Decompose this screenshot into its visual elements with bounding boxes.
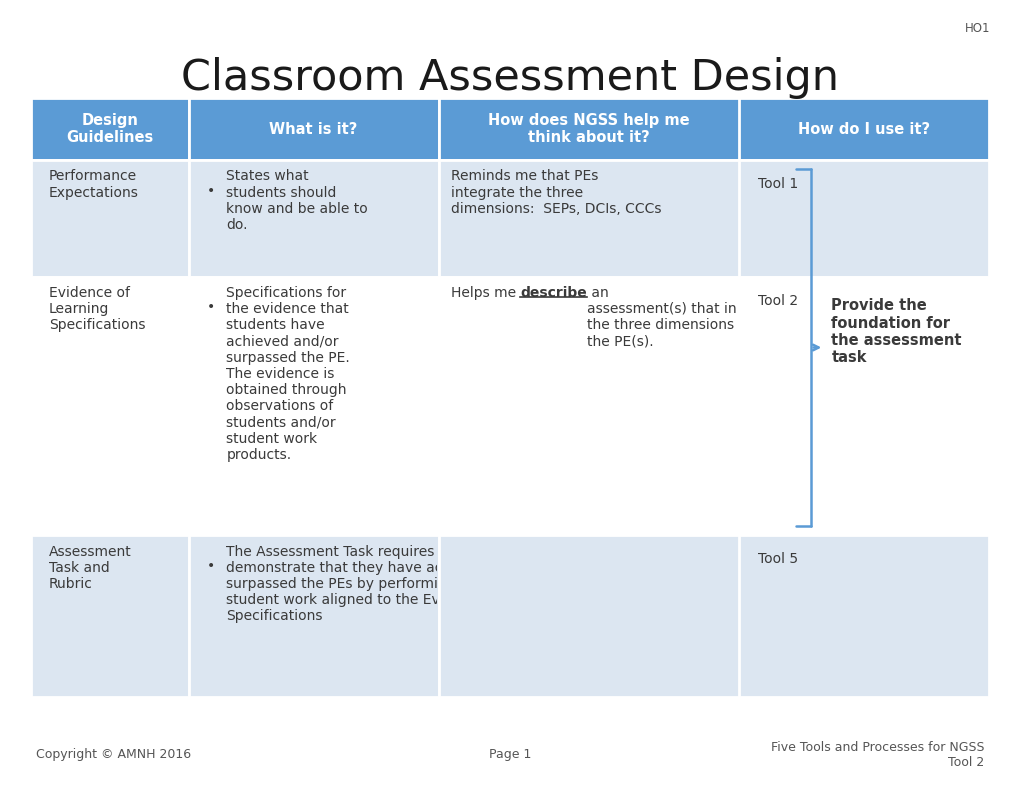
Bar bbox=[739, 98, 988, 160]
Text: The Assessment Task requires students to
demonstrate that they have achieved and: The Assessment Task requires students to… bbox=[226, 545, 569, 623]
Bar bbox=[739, 160, 988, 277]
Text: •: • bbox=[207, 559, 215, 573]
Bar bbox=[189, 277, 438, 535]
Text: Classroom Assessment Design: Classroom Assessment Design bbox=[180, 57, 839, 98]
Text: Helps me: Helps me bbox=[450, 286, 520, 300]
Text: Performance
Expectations: Performance Expectations bbox=[49, 169, 139, 199]
Text: an
assessment(s) that integrates
the three dimensions within
the PE(s).: an assessment(s) that integrates the thr… bbox=[587, 286, 795, 348]
Bar bbox=[438, 160, 739, 277]
Text: How do I use it?: How do I use it? bbox=[798, 121, 929, 137]
Bar bbox=[31, 98, 189, 160]
Text: How does NGSS help me
think about it?: How does NGSS help me think about it? bbox=[488, 113, 689, 146]
Bar bbox=[739, 535, 988, 697]
Text: •: • bbox=[207, 300, 215, 314]
Text: HO1: HO1 bbox=[964, 22, 989, 35]
Bar bbox=[189, 535, 438, 697]
Text: •: • bbox=[207, 184, 215, 198]
Bar bbox=[739, 277, 988, 535]
Text: Tool 1: Tool 1 bbox=[757, 177, 797, 191]
Text: Tool 2: Tool 2 bbox=[757, 294, 797, 308]
Text: Assessment
Task and
Rubric: Assessment Task and Rubric bbox=[49, 545, 131, 591]
Text: Design
Guidelines: Design Guidelines bbox=[66, 113, 153, 146]
Text: Five Tools and Processes for NGSS
Tool 2: Five Tools and Processes for NGSS Tool 2 bbox=[770, 741, 983, 769]
Bar bbox=[189, 160, 438, 277]
Bar bbox=[189, 98, 438, 160]
Bar bbox=[31, 277, 189, 535]
Bar bbox=[31, 160, 189, 277]
Bar bbox=[31, 535, 189, 697]
Text: Copyright © AMNH 2016: Copyright © AMNH 2016 bbox=[36, 749, 191, 761]
Text: describe: describe bbox=[520, 286, 587, 300]
Bar bbox=[438, 98, 739, 160]
Text: States what
students should
know and be able to
do.: States what students should know and be … bbox=[226, 169, 368, 232]
Text: Specifications for
the evidence that
students have
achieved and/or
surpassed the: Specifications for the evidence that stu… bbox=[226, 286, 350, 462]
Text: Tool 5: Tool 5 bbox=[757, 552, 797, 567]
Bar bbox=[438, 535, 739, 697]
Text: Provide the
foundation for
the assessment
task: Provide the foundation for the assessmen… bbox=[830, 298, 961, 366]
Bar bbox=[438, 277, 739, 535]
Text: Evidence of
Learning
Specifications: Evidence of Learning Specifications bbox=[49, 286, 146, 333]
Text: Page 1: Page 1 bbox=[488, 749, 531, 761]
Text: What is it?: What is it? bbox=[269, 121, 358, 137]
Text: Reminds me that PEs
integrate the three
dimensions:  SEPs, DCIs, CCCs: Reminds me that PEs integrate the three … bbox=[450, 169, 660, 216]
